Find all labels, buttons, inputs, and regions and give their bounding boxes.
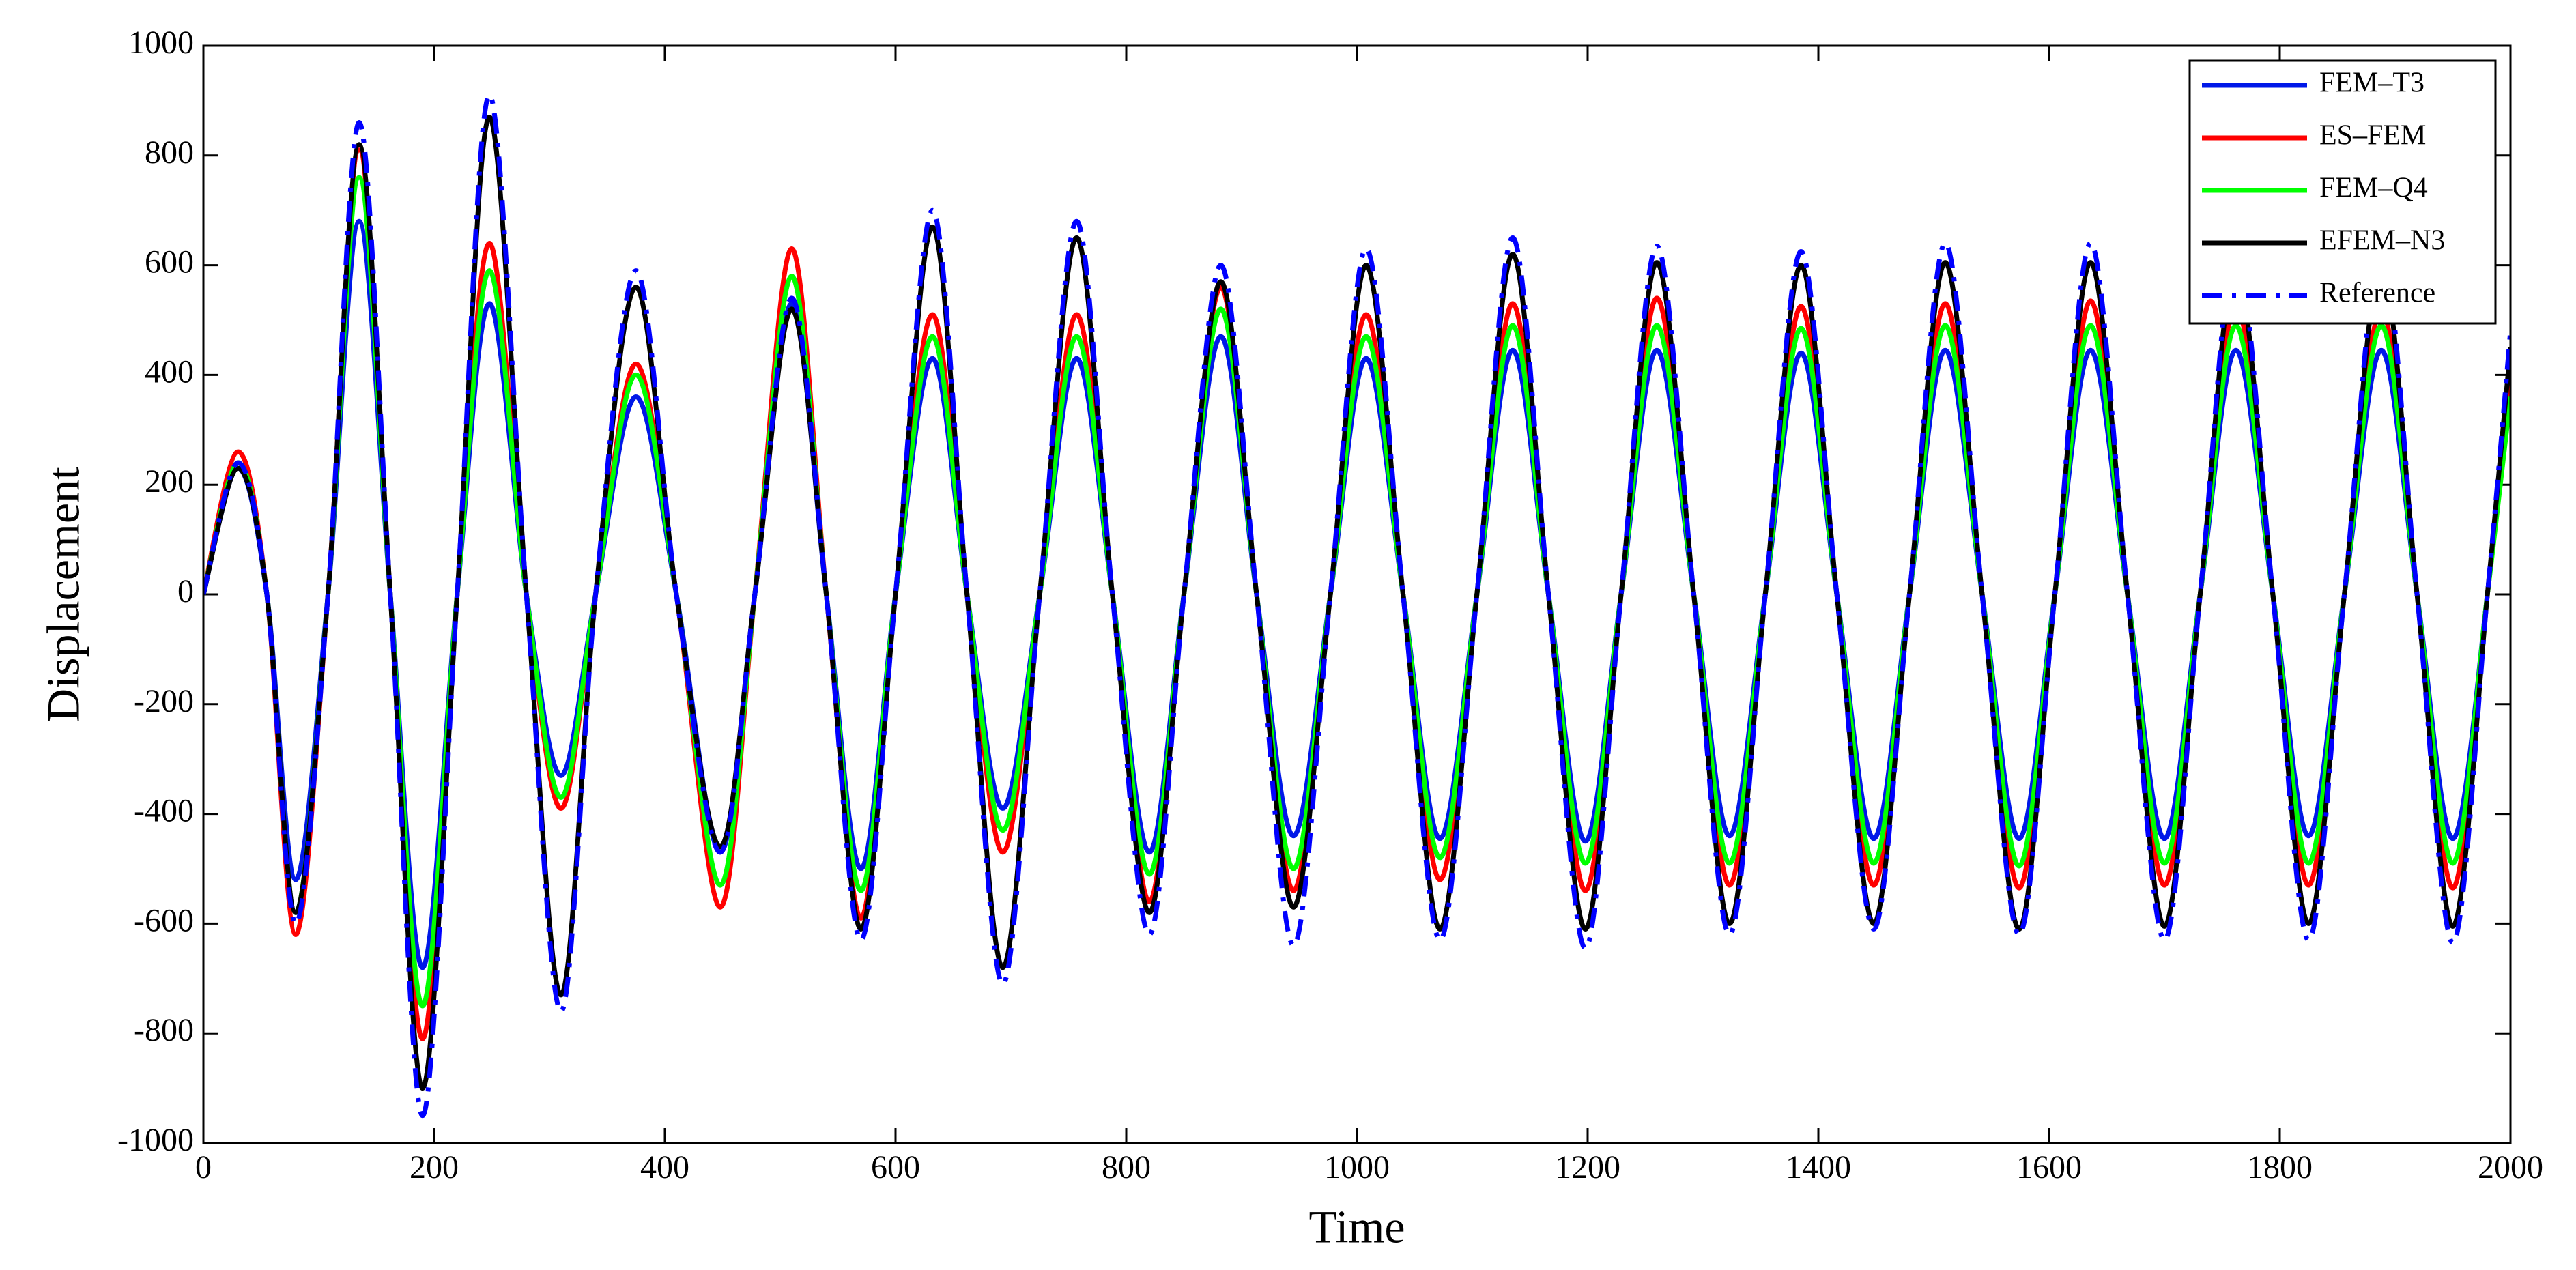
plot-frame [202,44,2512,1144]
y-tick-label: 600 [145,244,194,280]
x-tick-label: 600 [871,1149,920,1185]
x-tick-label: 1400 [1786,1149,1851,1185]
x-tick-label: 400 [640,1149,689,1185]
y-tick-label: 800 [145,134,194,171]
x-axis-label: Time [1308,1201,1405,1253]
x-tick-label: 1600 [2016,1149,2082,1185]
legend-label: Reference [2319,278,2435,309]
x-tick-label: 1200 [1555,1149,1620,1185]
legend-label: FEM–Q4 [2319,173,2428,204]
x-tick-label: 1800 [2247,1149,2313,1185]
y-tick-label: -1000 [117,1122,194,1158]
y-tick-label: 0 [177,573,194,609]
legend-label: FEM–T3 [2319,68,2424,99]
x-tick-label: 200 [410,1149,459,1185]
legend-label: ES–FEM [2319,120,2426,151]
x-tick-label: 2000 [2478,1149,2543,1185]
y-tick-label: 200 [145,463,194,500]
series-line [203,92,2510,1119]
y-tick-label: -600 [134,902,194,938]
y-tick-label: -400 [134,793,194,829]
x-tick-label: 800 [1102,1149,1151,1185]
x-tick-label: 1000 [1324,1149,1390,1185]
y-tick-label: -800 [134,1012,194,1048]
y-axis-label: Displacement [38,467,89,722]
y-tick-label: 1000 [128,25,194,61]
x-tick-label: 0 [195,1149,212,1185]
y-tick-label: 400 [145,353,194,390]
legend-label: EFEM–N3 [2319,225,2445,257]
y-tick-label: -200 [134,683,194,719]
